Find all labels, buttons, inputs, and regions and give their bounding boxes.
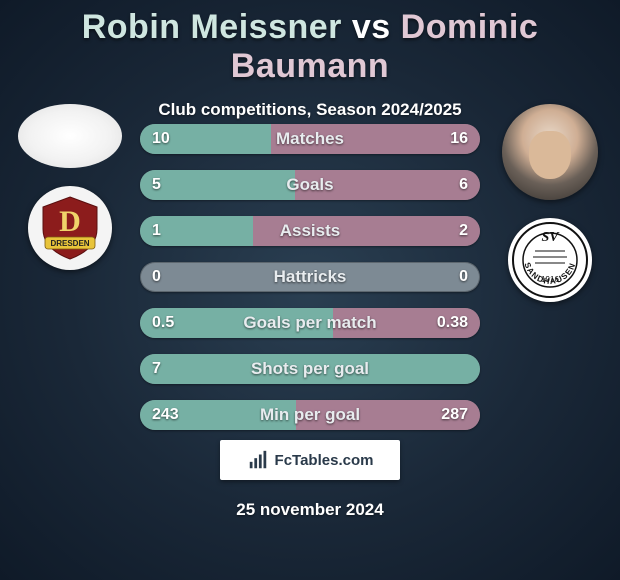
stat-bar-left-fill bbox=[140, 216, 253, 246]
stat-bar-left-fill bbox=[140, 354, 480, 384]
stat-bar: 243287Min per goal bbox=[140, 400, 480, 430]
stat-bar: 12Assists bbox=[140, 216, 480, 246]
title-separator: vs bbox=[352, 8, 391, 46]
svg-text:DRESDEN: DRESDEN bbox=[50, 239, 89, 248]
sandhausen-badge-icon: SV SANDHAUSEN 1916 bbox=[511, 221, 589, 299]
svg-text:SV: SV bbox=[541, 230, 560, 245]
stat-bar-left-fill bbox=[140, 308, 333, 338]
svg-text:1916: 1916 bbox=[541, 275, 559, 284]
stat-bar-right-fill bbox=[295, 170, 480, 200]
stat-value-left: 0 bbox=[152, 262, 161, 292]
player-right-photo bbox=[502, 104, 598, 200]
comparison-bars: 1016Matches 56Goals 12Assists 0 0Hattricks 0.… bbox=[140, 124, 480, 430]
footer-date: 25 november 2024 bbox=[0, 500, 620, 520]
stat-bar: 56Goals bbox=[140, 170, 480, 200]
svg-text:D: D bbox=[59, 205, 81, 238]
stat-value-right: 0 bbox=[459, 262, 468, 292]
stat-bar: 7Shots per goal bbox=[140, 354, 480, 384]
chart-icon bbox=[247, 449, 269, 471]
player-right-club-badge: SV SANDHAUSEN 1916 bbox=[508, 218, 592, 302]
player-left-photo bbox=[18, 104, 122, 168]
stat-bar: 0 0Hattricks bbox=[140, 262, 480, 292]
right-player-column: SV SANDHAUSEN 1916 bbox=[488, 104, 612, 302]
stat-bar-left-fill bbox=[140, 400, 296, 430]
brand-footer[interactable]: FcTables.com bbox=[220, 440, 400, 480]
stat-bar: 0.50.38Goals per match bbox=[140, 308, 480, 338]
stat-label: Hattricks bbox=[140, 262, 480, 292]
stat-bar-right-fill bbox=[296, 400, 480, 430]
stat-bar-right-fill bbox=[253, 216, 480, 246]
brand-text: FcTables.com bbox=[275, 452, 374, 469]
left-player-column: D DRESDEN bbox=[8, 104, 132, 270]
dresden-badge-icon: D DRESDEN bbox=[35, 193, 105, 263]
stat-bar-left-fill bbox=[140, 170, 295, 200]
page-title: Robin Meissner vs Dominic Baumann bbox=[0, 0, 620, 86]
title-player-left: Robin Meissner bbox=[82, 8, 342, 46]
stat-bar-right-fill bbox=[271, 124, 480, 154]
stat-bar-left-fill bbox=[140, 124, 271, 154]
player-left-club-badge: D DRESDEN bbox=[28, 186, 112, 270]
stat-bar: 1016Matches bbox=[140, 124, 480, 154]
stat-bar-right-fill bbox=[333, 308, 480, 338]
